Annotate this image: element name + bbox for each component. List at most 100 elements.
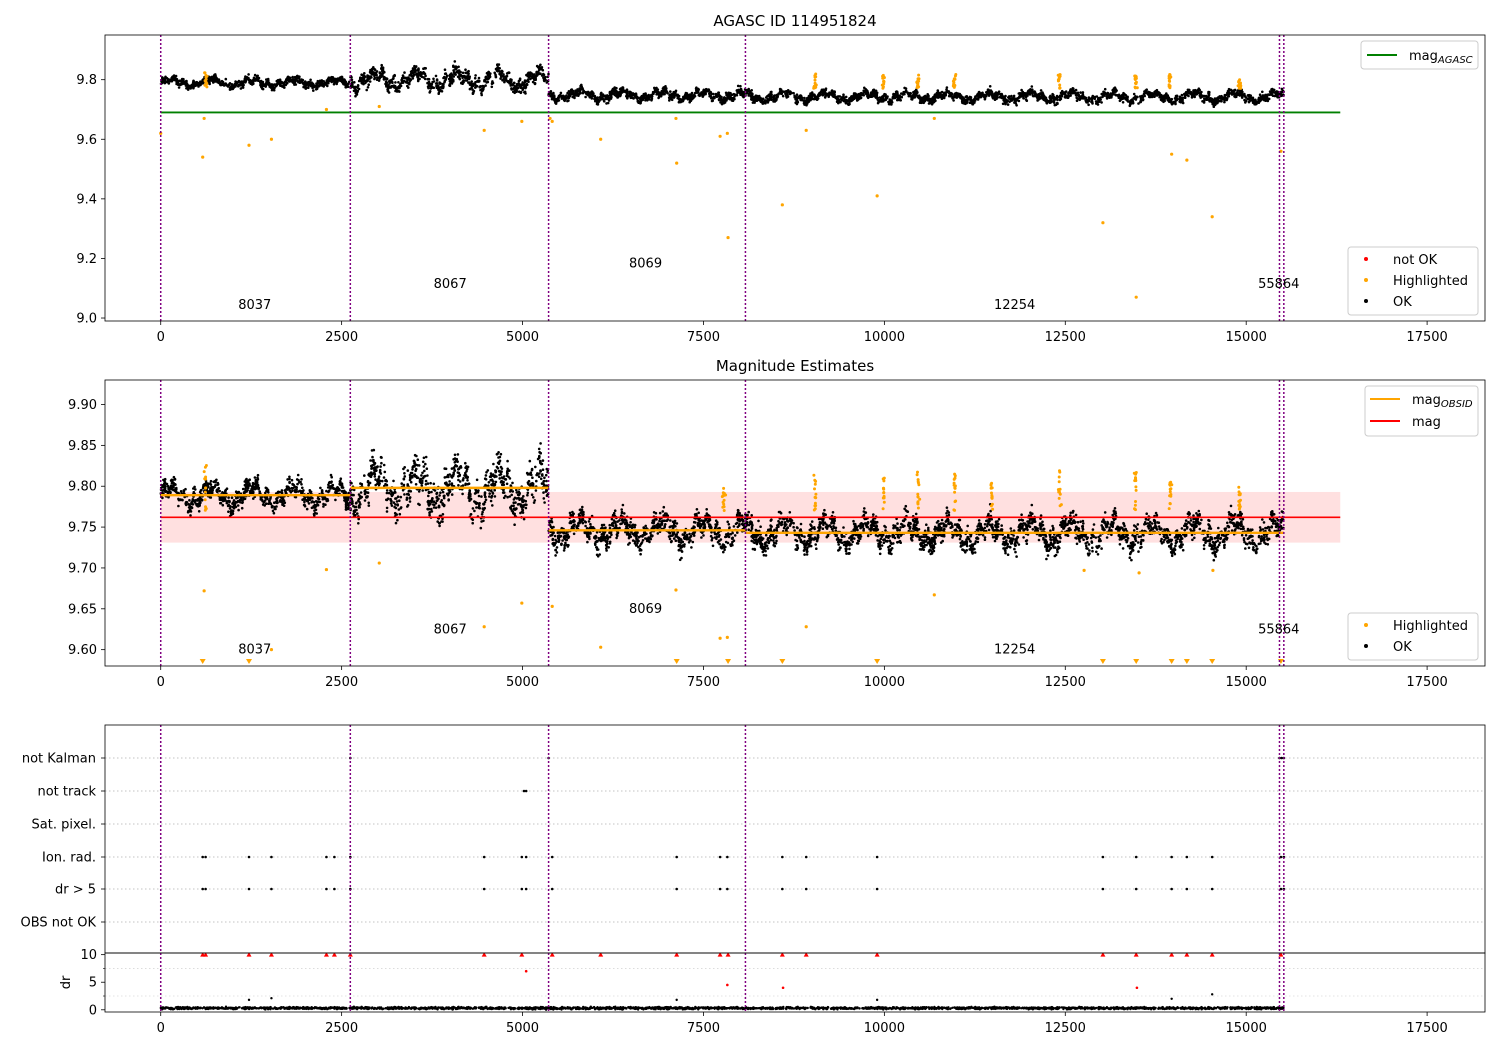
ok-point [1087, 103, 1090, 107]
ok-point [442, 76, 445, 80]
ok-point [621, 89, 625, 92]
ok-point [274, 507, 277, 511]
ok-point [486, 80, 490, 84]
ok-point [685, 92, 689, 95]
ok-point [1184, 92, 1187, 95]
ok-point [294, 77, 298, 81]
ok-point [861, 93, 864, 97]
ok-point [473, 83, 477, 86]
highlighted-point [875, 194, 879, 198]
ok-point [481, 84, 485, 88]
ok-point [406, 76, 410, 79]
ok-point [742, 93, 745, 96]
ok-point [252, 497, 255, 500]
ok-point [331, 78, 334, 81]
ok-point [597, 100, 600, 104]
ok-point [650, 96, 653, 100]
ok-point [470, 82, 473, 86]
ok-point [937, 94, 940, 98]
ok-point [200, 81, 204, 84]
ok-point [1087, 97, 1091, 101]
ok-point [1158, 95, 1161, 99]
ok-point [939, 91, 942, 95]
ok-point [681, 99, 685, 103]
ok-point [1014, 100, 1017, 103]
ok-point [509, 79, 513, 83]
ok-point [1132, 96, 1136, 100]
ok-point [559, 91, 563, 95]
ok-point [301, 486, 304, 490]
ok-point [554, 102, 558, 105]
ok-point [1024, 95, 1028, 99]
ok-point [260, 498, 264, 501]
y-tick-label: 9.0 [76, 312, 97, 327]
ok-point [384, 80, 388, 83]
highlighted-point [813, 78, 817, 82]
ok-point [432, 77, 435, 81]
ok-point [517, 79, 521, 83]
ok-point [591, 94, 595, 98]
ok-point [378, 71, 382, 75]
ok-point [1065, 94, 1069, 98]
ok-point [267, 83, 271, 87]
ok-point [1051, 96, 1055, 100]
ok-point [841, 96, 845, 100]
ok-point [1085, 98, 1089, 102]
ok-point [705, 88, 709, 91]
x-tick-label: 12500 [1045, 330, 1086, 345]
ok-point [459, 73, 462, 77]
ok-point [320, 80, 324, 83]
ok-point [942, 94, 945, 97]
ok-point [1082, 96, 1085, 100]
ok-point [329, 473, 333, 477]
ok-point [894, 90, 898, 94]
ok-point [330, 475, 334, 479]
ok-point [621, 86, 625, 89]
ok-point [1166, 96, 1169, 99]
ok-point [1251, 98, 1255, 101]
ok-point [1220, 100, 1223, 103]
ok-point [1201, 94, 1204, 98]
ok-point [851, 95, 854, 99]
ok-point [409, 72, 413, 76]
ok-point [468, 81, 471, 84]
ok-point [527, 80, 530, 83]
ok-point [816, 97, 819, 100]
highlighted-point [203, 71, 207, 75]
ok-point [490, 82, 494, 85]
ok-point [568, 94, 572, 98]
ok-point [338, 488, 341, 492]
ok-point [928, 100, 932, 103]
ok-point [225, 500, 229, 503]
ok-point [839, 100, 842, 104]
ok-point [454, 68, 457, 71]
ok-point [325, 80, 329, 83]
obsid-label: 12254 [994, 298, 1035, 313]
ok-point [1238, 94, 1242, 97]
ok-point [993, 95, 996, 99]
ok-point [995, 95, 999, 99]
ok-point [884, 98, 887, 102]
ok-point [935, 92, 939, 95]
ok-point [227, 510, 230, 513]
ok-point [596, 103, 600, 106]
ok-point [695, 86, 698, 89]
highlighted-point [882, 79, 886, 83]
ok-point [1128, 104, 1132, 108]
ok-point [416, 73, 420, 76]
ok-point [270, 88, 274, 92]
ok-point [316, 79, 320, 83]
ok-point [241, 81, 245, 84]
ok-point [418, 77, 421, 81]
ok-point [724, 91, 728, 95]
ok-point [745, 88, 749, 92]
ok-point [352, 89, 356, 93]
ok-point [832, 92, 836, 96]
ok-point [909, 92, 912, 95]
ok-point [1006, 103, 1010, 106]
ok-point [467, 74, 470, 78]
ok-point [500, 69, 504, 73]
ok-point [529, 71, 532, 75]
highlighted-point [917, 73, 921, 77]
highlighted-point [1210, 215, 1214, 219]
